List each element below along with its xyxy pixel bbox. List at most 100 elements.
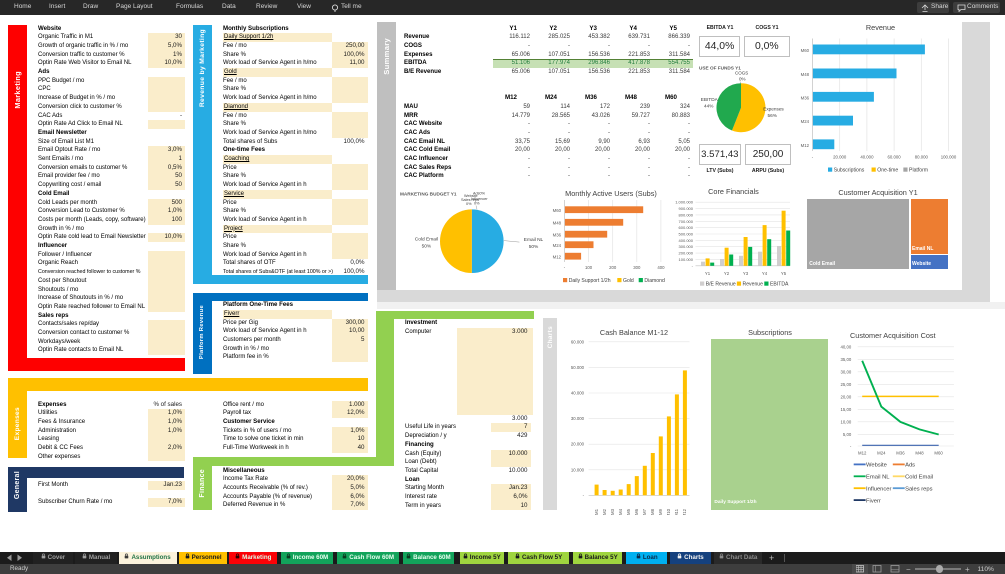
svg-text:0%: 0% [474,202,480,206]
svg-text:400.000: 400.000 [679,238,694,243]
svg-text:M12: M12 [858,451,867,456]
svg-text:-: - [812,155,814,160]
svg-text:M12: M12 [801,143,810,148]
svg-text:200.000: 200.000 [679,251,694,256]
svg-text:800.000: 800.000 [679,212,694,217]
svg-text:30.000: 30.000 [571,416,585,421]
svg-text:Subscriptions: Subscriptions [834,168,865,174]
svg-text:100.000: 100.000 [941,155,957,160]
svg-text:M24: M24 [877,451,886,456]
svg-text:Diamond: Diamond [644,278,665,284]
svg-text:M10: M10 [666,508,671,515]
svg-text:Website: Website [464,194,478,198]
svg-text:Cash Balance M1-12: Cash Balance M1-12 [600,328,668,337]
svg-text:M2: M2 [602,508,607,515]
svg-text:60.000: 60.000 [888,155,902,160]
svg-text:EBITDA: EBITDA [770,282,789,288]
svg-text:M9: M9 [658,508,663,515]
svg-text:Website: Website [866,463,887,469]
svg-text:100: 100 [585,265,593,270]
svg-text:Ads0%: Ads0% [473,192,486,196]
svg-text:Revenue: Revenue [866,23,895,32]
svg-text:M6: M6 [634,508,639,515]
svg-text:-: - [692,263,694,268]
svg-text:M24: M24 [801,119,810,124]
svg-text:-: - [583,493,585,498]
svg-text:10.000: 10.000 [571,467,585,472]
svg-text:M4: M4 [618,508,623,515]
svg-text:100.000: 100.000 [679,257,694,262]
svg-text:M36: M36 [801,95,810,100]
svg-text:Y5: Y5 [781,271,787,276]
svg-text:Y4: Y4 [762,271,768,276]
svg-text:44%: 44% [704,104,713,109]
svg-text:Influencer: Influencer [471,197,488,201]
svg-text:Customer Acquisition Cost: Customer Acquisition Cost [850,331,936,340]
svg-text:Y3: Y3 [743,271,749,276]
svg-text:30,00: 30,00 [841,369,852,374]
svg-text:56%: 56% [768,113,777,118]
svg-text:20.000: 20.000 [571,442,585,447]
svg-text:Cold Email: Cold Email [415,237,438,243]
svg-text:Y2: Y2 [724,271,730,276]
svg-text:50%: 50% [422,243,432,249]
svg-text:20,00: 20,00 [841,394,852,399]
svg-text:M36: M36 [553,232,562,237]
svg-text:Platform: Platform [909,168,928,174]
svg-text:Expenses: Expenses [763,107,784,112]
svg-text:400: 400 [657,265,665,270]
svg-text:One-time: One-time [877,168,898,174]
svg-text:Gold: Gold [623,278,634,284]
svg-text:1.000.000: 1.000.000 [675,200,694,205]
svg-text:-: - [850,444,852,449]
svg-text:Sales reps: Sales reps [905,486,932,492]
svg-text:USE OF FUNDS Y1: USE OF FUNDS Y1 [699,66,741,71]
svg-text:Cold Email: Cold Email [905,475,933,481]
svg-text:M12: M12 [553,254,562,259]
svg-text:0%: 0% [739,77,746,82]
svg-text:B/E Revenue: B/E Revenue [706,282,736,288]
svg-text:Core Financials: Core Financials [708,187,759,196]
svg-text:300.000: 300.000 [679,244,694,249]
svg-text:700.000: 700.000 [679,219,694,224]
svg-text:Sales reps: Sales reps [461,198,479,202]
svg-text:900.000: 900.000 [679,206,694,211]
svg-text:600.000: 600.000 [679,225,694,230]
svg-text:50.000: 50.000 [571,365,585,370]
svg-text:60.000: 60.000 [571,339,585,344]
svg-text:MARKETING BUDGET Y1: MARKETING BUDGET Y1 [400,192,457,197]
svg-text:80.000: 80.000 [915,155,929,160]
svg-text:200: 200 [609,265,617,270]
svg-text:M1: M1 [594,508,599,515]
svg-text:M12: M12 [682,508,687,515]
svg-text:35,00: 35,00 [841,357,852,362]
svg-text:M5: M5 [626,508,631,515]
svg-text:300: 300 [633,265,641,270]
svg-text:M60: M60 [553,208,562,213]
svg-text:M11: M11 [674,508,679,515]
svg-text:Email NL: Email NL [524,237,544,243]
svg-text:500.000: 500.000 [679,232,694,237]
svg-text:25,00: 25,00 [841,382,852,387]
svg-text:M48: M48 [915,451,924,456]
svg-text:Email NL: Email NL [866,475,890,481]
svg-text:M36: M36 [896,451,905,456]
svg-text:M60: M60 [934,451,943,456]
svg-text:-: - [564,265,566,270]
svg-text:Daily Support 1/2h: Daily Support 1/2h [569,278,611,284]
svg-text:10,00: 10,00 [841,419,852,424]
svg-text:EBITDA: EBITDA [701,97,719,102]
svg-text:M48: M48 [801,72,810,77]
svg-text:Revenue: Revenue [743,282,764,288]
svg-text:50%: 50% [529,244,539,250]
svg-text:Fiverr: Fiverr [866,498,881,504]
svg-text:M7: M7 [642,508,647,515]
svg-text:Influencer: Influencer [866,486,892,492]
svg-text:Monthly Active Users (Subs): Monthly Active Users (Subs) [565,189,657,198]
svg-text:COGS: COGS [735,71,748,76]
svg-text:M24: M24 [553,243,562,248]
svg-text:M3: M3 [610,508,615,515]
svg-text:0%: 0% [466,202,472,206]
svg-text:40.000: 40.000 [571,391,585,396]
svg-text:20.000: 20.000 [833,155,847,160]
